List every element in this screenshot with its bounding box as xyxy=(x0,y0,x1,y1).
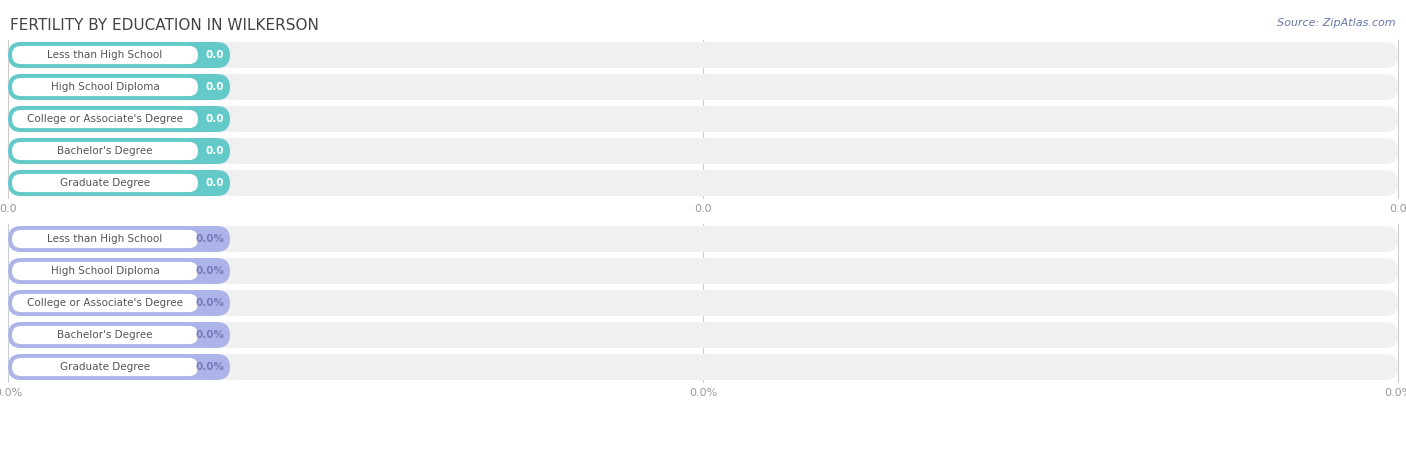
FancyBboxPatch shape xyxy=(8,258,231,284)
Text: 0.0%: 0.0% xyxy=(195,362,224,372)
Text: 0.0%: 0.0% xyxy=(195,234,224,244)
Text: 0.0%: 0.0% xyxy=(195,330,224,340)
Text: 0.0%: 0.0% xyxy=(195,266,224,276)
FancyBboxPatch shape xyxy=(8,138,231,164)
Text: Less than High School: Less than High School xyxy=(48,50,163,60)
Text: 0.0%: 0.0% xyxy=(0,388,22,398)
FancyBboxPatch shape xyxy=(8,106,1398,132)
FancyBboxPatch shape xyxy=(8,74,1398,100)
FancyBboxPatch shape xyxy=(13,46,198,64)
FancyBboxPatch shape xyxy=(8,322,1398,348)
FancyBboxPatch shape xyxy=(13,142,198,160)
Text: FERTILITY BY EDUCATION IN WILKERSON: FERTILITY BY EDUCATION IN WILKERSON xyxy=(10,18,319,33)
Text: 0.0: 0.0 xyxy=(1389,204,1406,214)
Text: 0.0: 0.0 xyxy=(695,204,711,214)
FancyBboxPatch shape xyxy=(13,358,198,376)
Text: Graduate Degree: Graduate Degree xyxy=(60,178,150,188)
FancyBboxPatch shape xyxy=(8,226,1398,252)
FancyBboxPatch shape xyxy=(13,262,198,280)
Text: High School Diploma: High School Diploma xyxy=(51,266,159,276)
Text: 0.0: 0.0 xyxy=(205,146,224,156)
FancyBboxPatch shape xyxy=(8,170,231,196)
Text: Source: ZipAtlas.com: Source: ZipAtlas.com xyxy=(1278,18,1396,28)
FancyBboxPatch shape xyxy=(8,106,231,132)
Text: 0.0: 0.0 xyxy=(205,82,224,92)
Text: 0.0%: 0.0% xyxy=(689,388,717,398)
FancyBboxPatch shape xyxy=(13,326,198,344)
FancyBboxPatch shape xyxy=(8,290,1398,316)
FancyBboxPatch shape xyxy=(8,354,1398,380)
FancyBboxPatch shape xyxy=(13,110,198,128)
Text: 0.0: 0.0 xyxy=(205,178,224,188)
FancyBboxPatch shape xyxy=(8,322,231,348)
Text: Bachelor's Degree: Bachelor's Degree xyxy=(58,146,153,156)
Text: Graduate Degree: Graduate Degree xyxy=(60,362,150,372)
FancyBboxPatch shape xyxy=(8,226,231,252)
FancyBboxPatch shape xyxy=(8,42,1398,68)
Text: Bachelor's Degree: Bachelor's Degree xyxy=(58,330,153,340)
FancyBboxPatch shape xyxy=(8,74,231,100)
FancyBboxPatch shape xyxy=(13,174,198,192)
Text: High School Diploma: High School Diploma xyxy=(51,82,159,92)
FancyBboxPatch shape xyxy=(8,290,231,316)
Text: 0.0: 0.0 xyxy=(205,50,224,60)
FancyBboxPatch shape xyxy=(8,354,231,380)
Text: 0.0: 0.0 xyxy=(0,204,17,214)
FancyBboxPatch shape xyxy=(8,138,1398,164)
Text: Less than High School: Less than High School xyxy=(48,234,163,244)
Text: College or Associate's Degree: College or Associate's Degree xyxy=(27,114,183,124)
Text: 0.0%: 0.0% xyxy=(1384,388,1406,398)
FancyBboxPatch shape xyxy=(8,170,1398,196)
FancyBboxPatch shape xyxy=(13,294,198,312)
FancyBboxPatch shape xyxy=(8,258,1398,284)
FancyBboxPatch shape xyxy=(13,78,198,96)
Text: 0.0%: 0.0% xyxy=(195,298,224,308)
Text: College or Associate's Degree: College or Associate's Degree xyxy=(27,298,183,308)
Text: 0.0: 0.0 xyxy=(205,114,224,124)
FancyBboxPatch shape xyxy=(13,230,198,248)
FancyBboxPatch shape xyxy=(8,42,231,68)
